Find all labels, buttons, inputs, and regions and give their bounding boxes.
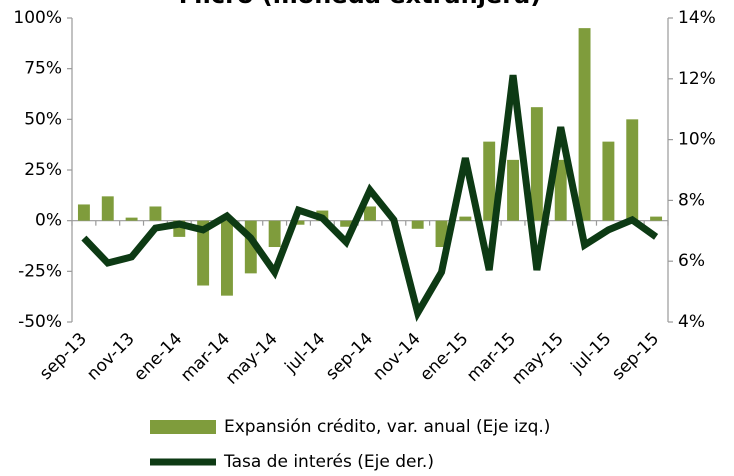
y2-tick-label: 14% <box>678 8 716 28</box>
bar <box>101 196 114 221</box>
bar <box>173 220 186 237</box>
legend-swatch <box>150 420 216 434</box>
legend-label: Tasa de interés (Eje der.) <box>223 452 434 472</box>
x-tick-label: ene-15 <box>416 329 472 385</box>
x-tick-label: nov-13 <box>83 329 139 385</box>
line <box>81 74 659 322</box>
x-tick-label: sep-15 <box>608 329 663 384</box>
bar <box>507 159 519 221</box>
x-tick-label: may-15 <box>508 329 568 389</box>
bar <box>149 206 162 221</box>
y2-tick-label: 12% <box>678 69 716 89</box>
x-tick-label: may-14 <box>222 329 282 389</box>
y2-tick-label: 4% <box>678 312 705 332</box>
bar <box>197 220 210 286</box>
bar <box>364 206 376 221</box>
y2-tick-label: 6% <box>678 251 705 271</box>
y-tick-label: 0% <box>35 211 62 231</box>
y-tick-label: 25% <box>24 160 62 180</box>
bar <box>650 216 663 221</box>
bar <box>459 216 472 221</box>
bar <box>292 220 305 225</box>
y-tick-label: 75% <box>24 59 62 79</box>
x-tick-label: ene-14 <box>130 329 186 385</box>
x-tick-label: sep-13 <box>36 329 91 384</box>
bar <box>125 217 138 221</box>
bar <box>530 107 543 221</box>
bar <box>554 159 567 221</box>
y-tick-label: 100% <box>13 8 62 28</box>
y2-tick-label: 10% <box>678 130 716 150</box>
bar <box>411 220 424 229</box>
bar <box>602 141 615 221</box>
y-tick-label: -25% <box>18 261 62 281</box>
chart-title: Micro (moneda extranjera) <box>179 0 541 9</box>
bar <box>435 220 448 248</box>
y2-tick-label: 8% <box>678 190 705 210</box>
bar <box>244 220 257 274</box>
x-tick-label: sep-14 <box>322 329 377 384</box>
y-tick-label: -50% <box>18 312 62 332</box>
bar <box>626 119 639 221</box>
legend-label: Expansión crédito, var. anual (Eje izq.) <box>224 417 550 437</box>
bar <box>268 220 281 248</box>
x-tick-label: nov-14 <box>369 329 425 385</box>
bar <box>77 204 90 221</box>
bar <box>340 220 353 227</box>
bar <box>483 141 496 221</box>
bar <box>221 220 233 296</box>
bar <box>578 28 591 221</box>
y-tick-label: 50% <box>24 109 62 129</box>
